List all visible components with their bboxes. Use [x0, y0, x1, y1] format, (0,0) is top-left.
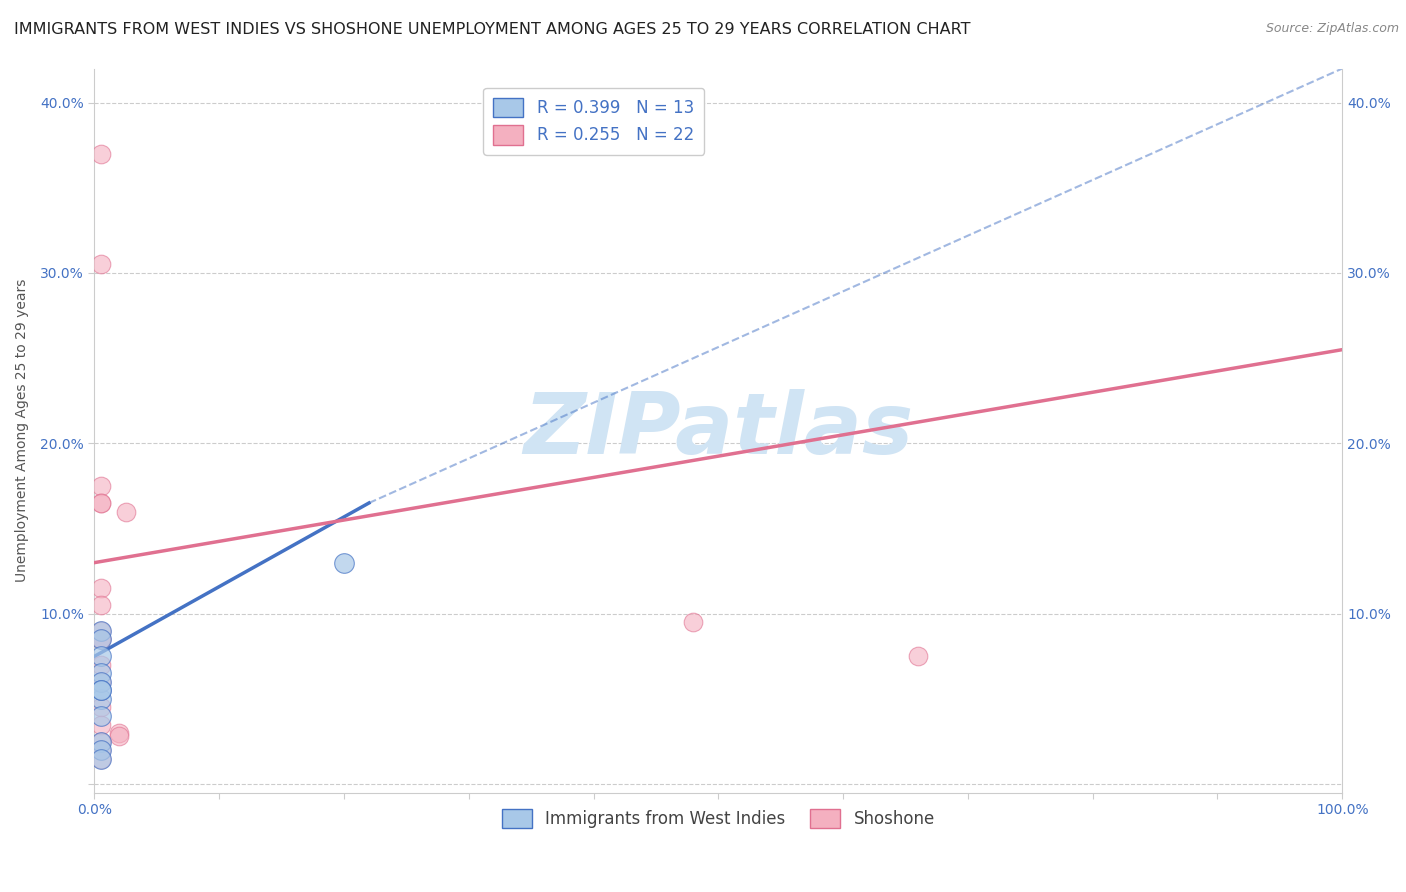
- Point: [90, 632, 112, 647]
- Point: [90, 743, 112, 757]
- Point: [90, 674, 112, 689]
- Point: [90, 734, 112, 748]
- Point: [90, 599, 112, 613]
- Point: [907, 649, 929, 664]
- Text: IMMIGRANTS FROM WEST INDIES VS SHOSHONE UNEMPLOYMENT AMONG AGES 25 TO 29 YEARS C: IMMIGRANTS FROM WEST INDIES VS SHOSHONE …: [14, 22, 970, 37]
- Point: [90, 692, 112, 706]
- Point: [333, 556, 356, 570]
- Point: [90, 683, 112, 698]
- Point: [90, 632, 112, 647]
- Text: ZIPatlas: ZIPatlas: [523, 389, 914, 472]
- Point: [90, 683, 112, 698]
- Legend: Immigrants from West Indies, Shoshone: Immigrants from West Indies, Shoshone: [495, 803, 942, 835]
- Point: [108, 730, 131, 744]
- Point: [90, 649, 112, 664]
- Point: [90, 751, 112, 765]
- Point: [682, 615, 704, 630]
- Point: [90, 743, 112, 757]
- Point: [90, 734, 112, 748]
- Point: [90, 666, 112, 681]
- Point: [90, 751, 112, 765]
- Point: [90, 496, 112, 510]
- Point: [90, 632, 112, 647]
- Text: Source: ZipAtlas.com: Source: ZipAtlas.com: [1265, 22, 1399, 36]
- Point: [90, 624, 112, 638]
- Point: [90, 496, 112, 510]
- Point: [90, 709, 112, 723]
- Point: [114, 504, 136, 518]
- Point: [90, 700, 112, 714]
- Point: [90, 717, 112, 731]
- Y-axis label: Unemployment Among Ages 25 to 29 years: Unemployment Among Ages 25 to 29 years: [15, 279, 30, 582]
- Point: [108, 726, 131, 740]
- Point: [90, 624, 112, 638]
- Point: [90, 257, 112, 271]
- Point: [90, 146, 112, 161]
- Point: [90, 581, 112, 595]
- Point: [90, 674, 112, 689]
- Point: [90, 657, 112, 672]
- Point: [90, 479, 112, 493]
